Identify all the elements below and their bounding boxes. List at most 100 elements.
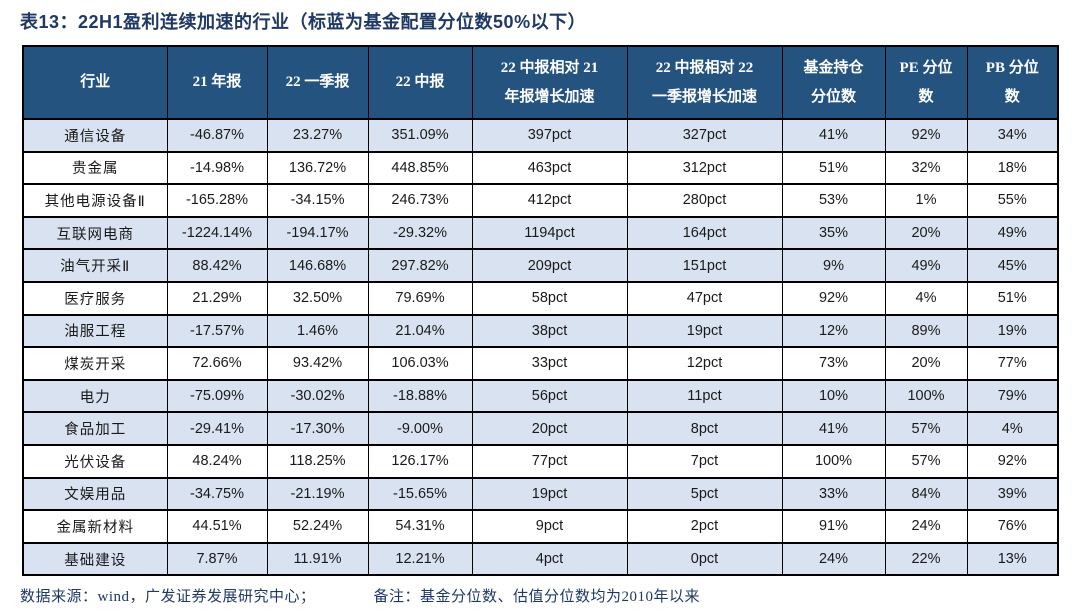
value-cell: 7pct	[626, 443, 783, 479]
table-title: 表13：22H1盈利连续加速的行业（标蓝为基金配置分位数50%以下）	[20, 12, 587, 32]
industry-cell: 电力	[22, 378, 168, 414]
value-cell: -9.00%	[367, 411, 473, 446]
value-cell: 12.21%	[367, 541, 473, 577]
value-cell: 448.85%	[367, 150, 473, 186]
value-cell: 33pct	[471, 346, 628, 381]
table-header-row: 行业 21 年报 22 一季报 22 中报 22 中报相对 21 年报增长加速 22 中报…	[22, 45, 1059, 120]
value-cell: -15.65%	[367, 476, 473, 512]
value-cell: 297.82%	[367, 248, 473, 283]
value-cell: 327pct	[626, 118, 783, 153]
value-cell: 79.69%	[367, 280, 473, 316]
industry-cell: 基础建设	[22, 541, 168, 577]
value-cell: -34.75%	[166, 476, 268, 512]
value-cell: 4pct	[471, 541, 628, 577]
value-cell: 84%	[884, 476, 968, 512]
value-cell: 1194pct	[471, 215, 628, 251]
value-cell: 146.68%	[266, 248, 369, 283]
value-cell: 8pct	[626, 411, 783, 446]
value-cell: -75.09%	[166, 378, 268, 414]
value-cell: 20%	[884, 346, 968, 381]
value-cell: -30.02%	[266, 378, 369, 414]
column-header: PE 分位 数	[884, 45, 968, 120]
value-cell: 106.03%	[367, 346, 473, 381]
value-cell: 136.72%	[266, 150, 369, 186]
industry-cell: 煤炭开采	[22, 346, 168, 381]
value-cell: 41%	[781, 118, 886, 153]
value-cell: 23.27%	[266, 118, 369, 153]
value-cell: 47pct	[626, 280, 783, 316]
value-cell: 19pct	[626, 313, 783, 349]
value-cell: 53%	[781, 183, 886, 218]
value-cell: 164pct	[626, 215, 783, 251]
value-cell: 20%	[884, 215, 968, 251]
value-cell: 92%	[966, 443, 1059, 479]
value-cell: 45%	[966, 248, 1059, 283]
value-cell: 93.42%	[266, 346, 369, 381]
value-cell: 34%	[966, 118, 1059, 153]
table-row: 贵金属 -14.98% 136.72% 448.85% 463pct 312pct 51% 3…	[22, 150, 1059, 186]
value-cell: 32%	[884, 150, 968, 186]
value-cell: 351.09%	[367, 118, 473, 153]
value-cell: -29.32%	[367, 215, 473, 251]
value-cell: 57%	[884, 443, 968, 479]
table-row: 互联网电商 -1224.14% -194.17% -29.32% 1194pct 164p…	[22, 215, 1059, 251]
value-cell: 35%	[781, 215, 886, 251]
value-cell: 24%	[781, 541, 886, 577]
table-row: 其他电源设备Ⅱ -165.28% -34.15% 246.73% 412pct 280pc…	[22, 183, 1059, 218]
value-cell: -14.98%	[166, 150, 268, 186]
value-cell: 18%	[966, 150, 1059, 186]
value-cell: 312pct	[626, 150, 783, 186]
value-cell: 463pct	[471, 150, 628, 186]
column-header: PB 分位 数	[966, 45, 1059, 120]
industry-cell: 贵金属	[22, 150, 168, 186]
column-header: 22 中报相对 21 年报增长加速	[471, 45, 628, 120]
value-cell: 21.29%	[166, 280, 268, 316]
column-header: 22 中报	[367, 45, 473, 120]
value-cell: 7.87%	[166, 541, 268, 577]
value-cell: 100%	[884, 378, 968, 414]
table-row: 光伏设备 48.24% 118.25% 126.17% 77pct 7pct 100% 57%…	[22, 443, 1059, 479]
value-cell: 4%	[966, 411, 1059, 446]
value-cell: 397pct	[471, 118, 628, 153]
value-cell: 151pct	[626, 248, 783, 283]
value-cell: -165.28%	[166, 183, 268, 218]
value-cell: 55%	[966, 183, 1059, 218]
value-cell: 73%	[781, 346, 886, 381]
value-cell: 32.50%	[266, 280, 369, 316]
value-cell: -1224.14%	[166, 215, 268, 251]
industry-cell: 互联网电商	[22, 215, 168, 251]
value-cell: 0pct	[626, 541, 783, 577]
value-cell: 118.25%	[266, 443, 369, 479]
industry-cell: 油服工程	[22, 313, 168, 349]
table-footer: 数据来源：wind，广发证券发展研究中心； 备注：基金分位数、估值分位数均为20…	[20, 585, 1060, 606]
value-cell: 1%	[884, 183, 968, 218]
column-header: 行业	[22, 45, 168, 120]
industry-earnings-table: 行业 21 年报 22 一季报 22 中报 22 中报相对 21 年报增长加速 22 中报…	[22, 45, 1059, 577]
value-cell: 77%	[966, 346, 1059, 381]
value-cell: 49%	[966, 215, 1059, 251]
value-cell: 209pct	[471, 248, 628, 283]
value-cell: 48.24%	[166, 443, 268, 479]
table-row: 油气开采Ⅱ 88.42% 146.68% 297.82% 209pct 151pct 9% 4…	[22, 248, 1059, 283]
value-cell: 51%	[781, 150, 886, 186]
value-cell: 72.66%	[166, 346, 268, 381]
value-cell: 52.24%	[266, 509, 369, 544]
value-cell: 58pct	[471, 280, 628, 316]
value-cell: 92%	[884, 118, 968, 153]
value-cell: 9%	[781, 248, 886, 283]
value-cell: 79%	[966, 378, 1059, 414]
value-cell: -18.88%	[367, 378, 473, 414]
value-cell: 44.51%	[166, 509, 268, 544]
value-cell: 12%	[781, 313, 886, 349]
value-cell: 49%	[884, 248, 968, 283]
value-cell: 21.04%	[367, 313, 473, 349]
value-cell: 12pct	[626, 346, 783, 381]
value-cell: 280pct	[626, 183, 783, 218]
value-cell: 2pct	[626, 509, 783, 544]
value-cell: 11pct	[626, 378, 783, 414]
value-cell: -34.15%	[266, 183, 369, 218]
value-cell: 13%	[966, 541, 1059, 577]
table-header: 行业 21 年报 22 一季报 22 中报 22 中报相对 21 年报增长加速 22 中报…	[22, 45, 1059, 120]
value-cell: 412pct	[471, 183, 628, 218]
column-header: 21 年报	[166, 45, 268, 120]
